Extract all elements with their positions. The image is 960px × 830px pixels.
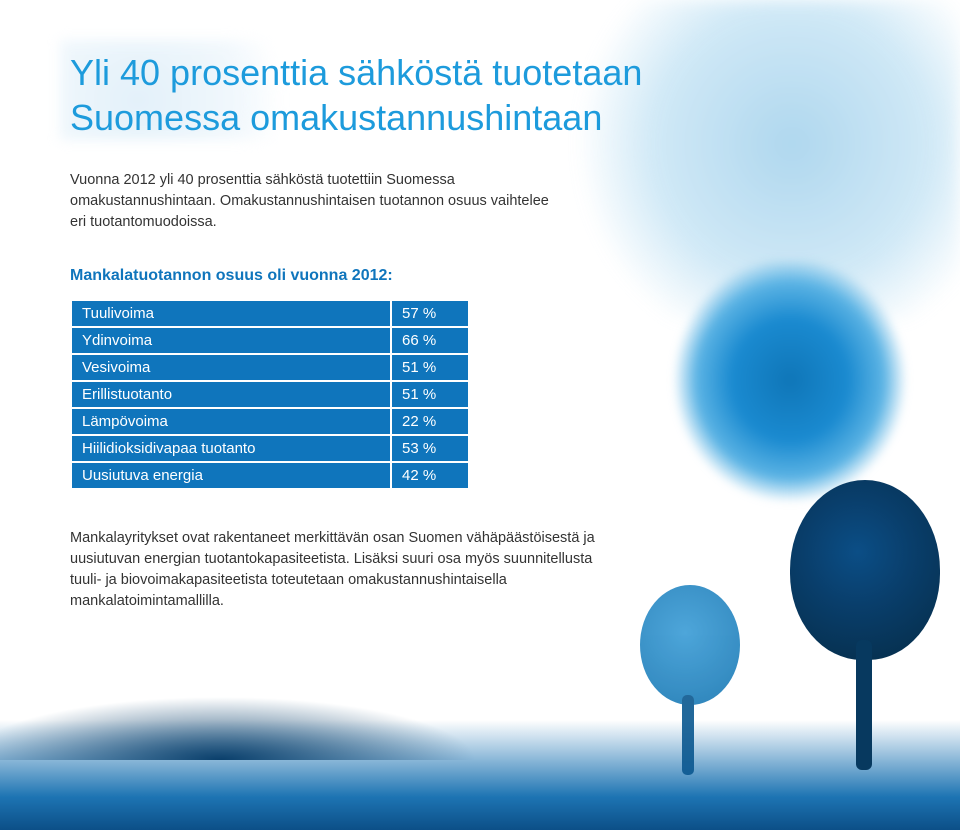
table-cell-label: Lämpövoima <box>71 408 391 435</box>
table-heading: Mankalatuotannon osuus oli vuonna 2012: <box>70 267 890 285</box>
table-cell-value: 57 % <box>391 300 469 327</box>
table-row: Uusiutuva energia42 % <box>71 462 469 489</box>
table-cell-value: 51 % <box>391 354 469 381</box>
table-cell-value: 66 % <box>391 327 469 354</box>
title-line-1: Yli 40 prosenttia sähköstä tuotetaan <box>70 52 642 93</box>
title-line-2: Suomessa omakustannushintaan <box>70 97 602 138</box>
table-row: Ydinvoima66 % <box>71 327 469 354</box>
table-cell-label: Vesivoima <box>71 354 391 381</box>
table-cell-label: Ydinvoima <box>71 327 391 354</box>
table-cell-label: Uusiutuva energia <box>71 462 391 489</box>
table-cell-value: 53 % <box>391 435 469 462</box>
table-cell-label: Hiilidioksidivapaa tuotanto <box>71 435 391 462</box>
table-row: Tuulivoima57 % <box>71 300 469 327</box>
table-cell-value: 51 % <box>391 381 469 408</box>
hill-ridge <box>0 670 480 760</box>
table-row: Hiilidioksidivapaa tuotanto53 % <box>71 435 469 462</box>
intro-paragraph: Vuonna 2012 yli 40 prosenttia sähköstä t… <box>70 170 550 233</box>
table-row: Lämpövoima22 % <box>71 408 469 435</box>
page-title: Yli 40 prosenttia sähköstä tuotetaan Suo… <box>70 50 890 140</box>
table-row: Vesivoima51 % <box>71 354 469 381</box>
table-cell-value: 22 % <box>391 408 469 435</box>
page-content: Yli 40 prosenttia sähköstä tuotetaan Suo… <box>0 0 960 612</box>
table-cell-label: Tuulivoima <box>71 300 391 327</box>
secondary-paragraph: Mankalayritykset ovat rakentaneet merkit… <box>70 528 610 612</box>
table-cell-label: Erillistuotanto <box>71 381 391 408</box>
table-row: Erillistuotanto51 % <box>71 381 469 408</box>
table-cell-value: 42 % <box>391 462 469 489</box>
mankala-table: Tuulivoima57 %Ydinvoima66 %Vesivoima51 %… <box>70 299 470 490</box>
